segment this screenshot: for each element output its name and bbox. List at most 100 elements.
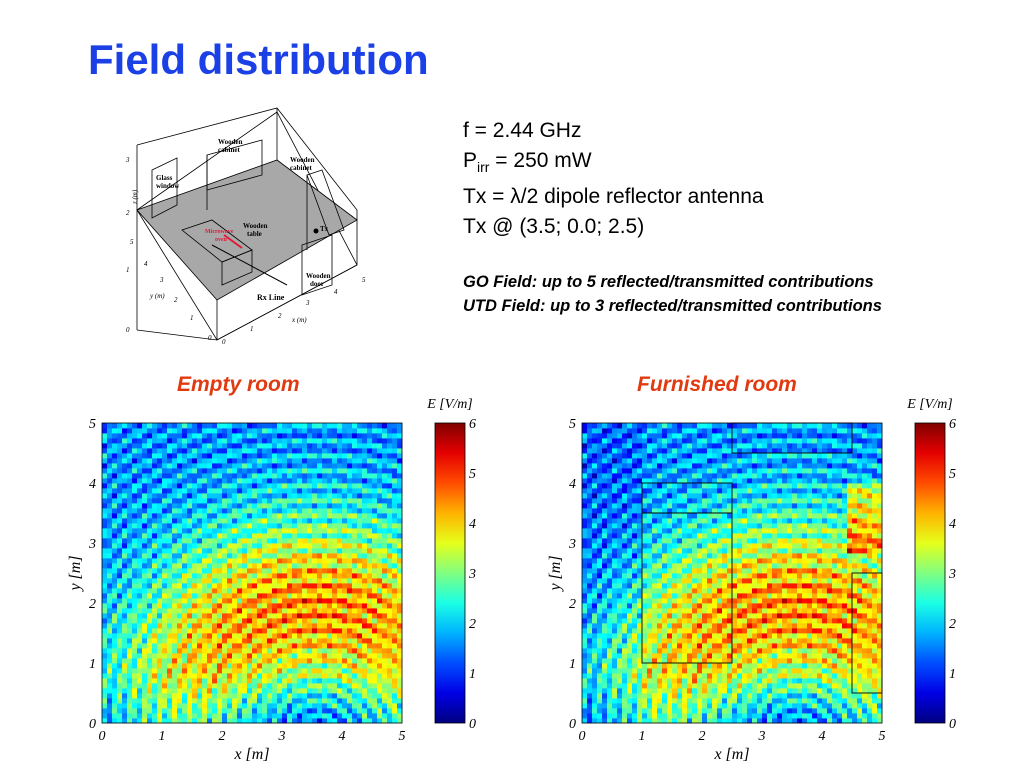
heatmap-cell [387,623,393,629]
heatmap-cell [217,628,223,634]
heatmap-cell [382,523,388,529]
heatmap-cell [127,678,133,684]
heatmap-cell [247,633,253,639]
heatmap-cell [212,683,218,689]
heatmap-cell [687,613,693,619]
heatmap-cell [682,583,688,589]
heatmap-cell [142,648,148,654]
heatmap-cell [607,528,613,534]
heatmap-cell [387,553,393,559]
heatmap-cell [332,623,338,629]
heatmap-cell [107,558,113,564]
heatmap-cell [222,613,228,619]
heatmap-cell [182,513,188,519]
heatmap-cell [157,668,163,674]
heatmap-cell [287,528,293,534]
heatmap-cell [117,543,123,549]
heatmap-cell [122,513,128,519]
heatmap-cell [602,433,608,439]
heatmap-cell [667,473,673,479]
heatmap-cell [267,708,273,714]
heatmap-cell [657,493,663,499]
heatmap-cell [162,493,168,499]
heatmap-cell [392,558,398,564]
heatmap-cell [172,483,178,489]
heatmap-cell [277,588,283,594]
heatmap-cell [657,563,663,569]
heatmap-cell [347,483,353,489]
heatmap-cell [197,638,203,644]
heatmap-cell [232,508,238,514]
heatmap-cell [637,663,643,669]
heatmap-cell [102,658,108,664]
heatmap-cell [292,643,298,649]
heatmap-cell [187,583,193,589]
heatmap-cell [277,713,283,719]
heatmap-cell [357,523,363,529]
heatmap-cell [592,668,598,674]
heatmap-cell [377,648,383,654]
heatmap-cell [587,568,593,574]
heatmap-cell [207,623,213,629]
heatmap-cell [677,678,683,684]
heatmap-cell [127,628,133,634]
heatmap-cell [647,443,653,449]
heatmap-cell [677,423,683,429]
heatmap-cell [387,588,393,594]
heatmap-cell [142,658,148,664]
heatmap-cell [642,668,648,674]
heatmap-cell [322,443,328,449]
heatmap-cell [352,648,358,654]
heatmap-cell [617,628,623,634]
heatmap-cell [617,718,623,724]
heatmap-cell [657,703,663,709]
heatmap-cell [617,533,623,539]
heatmap-cell [602,613,608,619]
heatmap-cell [612,503,618,509]
heatmap-cell [252,693,258,699]
heatmap-cell [252,698,258,704]
heatmap-cell [187,598,193,604]
heatmap-cell [397,428,403,434]
heatmap-cell [687,698,693,704]
heatmap-cell [612,478,618,484]
heatmap-cell [392,498,398,504]
heatmap-cell [312,473,318,479]
heatmap-cell [642,463,648,469]
heatmap-cell [232,648,238,654]
heatmap-cell [377,668,383,674]
heatmap-cell [682,588,688,594]
heatmap-cell [242,548,248,554]
heatmap-cell [107,553,113,559]
heatmap-cell [317,508,323,514]
heatmap-cell [607,673,613,679]
heatmap-cell [287,483,293,489]
heatmap-cell [102,718,108,724]
heatmap-cell [282,638,288,644]
heatmap-cell [192,573,198,579]
heatmap-cell [197,478,203,484]
heatmap-cell [197,438,203,444]
heatmap-cell [382,493,388,499]
heatmap-cell [607,718,613,724]
heatmap-cell [127,503,133,509]
heatmap-cell [647,468,653,474]
heatmap-cell [217,673,223,679]
heatmap-cell [127,638,133,644]
heatmap-cell [207,683,213,689]
heatmap-cell [212,423,218,429]
heatmap-cell [167,568,173,574]
heatmap-cell [292,583,298,589]
heatmap-cell [117,593,123,599]
heatmap-cell [127,713,133,719]
heatmap-cell [327,508,333,514]
heatmap-cell [672,478,678,484]
heatmap-cell [247,613,253,619]
heatmap-cell [187,538,193,544]
heatmap-cell [372,463,378,469]
heatmap-cell [377,493,383,499]
heatmap-cell [587,503,593,509]
heatmap-cell [377,653,383,659]
heatmap-cell [182,493,188,499]
heatmap-cell [102,498,108,504]
